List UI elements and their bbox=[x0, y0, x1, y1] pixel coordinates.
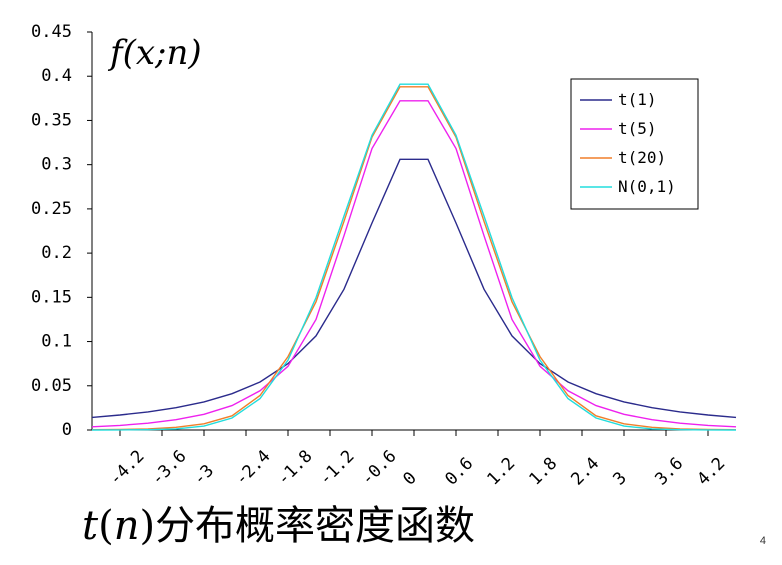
legend-label: t(1) bbox=[618, 90, 657, 109]
x-tick-label: 0 bbox=[399, 468, 420, 489]
series-line bbox=[91, 158, 737, 419]
legend-label: t(20) bbox=[618, 148, 666, 167]
y-tick-label: 0 bbox=[62, 420, 72, 440]
x-tick-label: 0.6 bbox=[441, 454, 477, 490]
x-tick-label: 1.2 bbox=[483, 454, 519, 490]
title-t: t bbox=[82, 503, 99, 549]
x-tick-label: -3.6 bbox=[147, 446, 190, 489]
page-number: 4 bbox=[759, 535, 766, 547]
x-tick-label: -4.2 bbox=[105, 446, 148, 489]
series-line bbox=[91, 83, 737, 431]
y-tick-label: 0.2 bbox=[41, 243, 72, 263]
x-tick-label: 1.8 bbox=[525, 454, 561, 490]
y-ticks: 0 0.05 0.1 0.15 0.2 0.25 0.3 0.35 0.4 0.45 bbox=[31, 22, 92, 440]
y-tick-label: 0.3 bbox=[41, 155, 72, 175]
x-tick-label: 3 bbox=[609, 468, 630, 489]
title-close-paren: ) bbox=[139, 503, 156, 549]
series-line bbox=[91, 86, 737, 431]
legend: t(1) t(5) t(20) N(0,1) bbox=[570, 78, 699, 210]
series-lines bbox=[91, 83, 737, 431]
x-tick-label: -0.6 bbox=[357, 446, 400, 489]
y-tick-label: 0.45 bbox=[31, 22, 72, 42]
title-rest: 分布概率密度函数 bbox=[155, 503, 476, 549]
series-line bbox=[91, 100, 737, 428]
x-ticks: -4.2-3.6-3 -2.4-1.8-1.2-0.60 0.6 1.2 1.8 2.4 3… bbox=[105, 430, 729, 490]
legend-entries: t(1) t(5) t(20) N(0,1) bbox=[580, 90, 676, 196]
y-tick-label: 0.15 bbox=[31, 287, 72, 307]
x-tick-label: -2.4 bbox=[231, 446, 274, 489]
y-tick-label: 0.4 bbox=[41, 66, 72, 86]
y-tick-label: 0.05 bbox=[31, 376, 72, 396]
title-n: n bbox=[113, 503, 140, 549]
y-tick-label: 0.35 bbox=[31, 110, 72, 130]
x-tick-label: -1.8 bbox=[273, 446, 316, 489]
x-tick-label: 2.4 bbox=[567, 454, 603, 490]
legend-label: t(5) bbox=[618, 119, 657, 138]
page-title: t(n)分布概率密度函数 bbox=[82, 506, 475, 546]
x-tick-label: 3.6 bbox=[651, 454, 687, 490]
x-tick-label: -1.2 bbox=[315, 446, 358, 489]
legend-label: N(0,1) bbox=[618, 177, 676, 196]
x-tick-label: 4.2 bbox=[693, 454, 729, 490]
y-tick-label: 0.1 bbox=[41, 332, 72, 352]
y-axis-label: f(x;n) bbox=[107, 33, 202, 73]
x-tick-label: -3 bbox=[189, 461, 218, 490]
title-open-paren: ( bbox=[98, 503, 114, 549]
y-tick-label: 0.25 bbox=[31, 199, 72, 219]
